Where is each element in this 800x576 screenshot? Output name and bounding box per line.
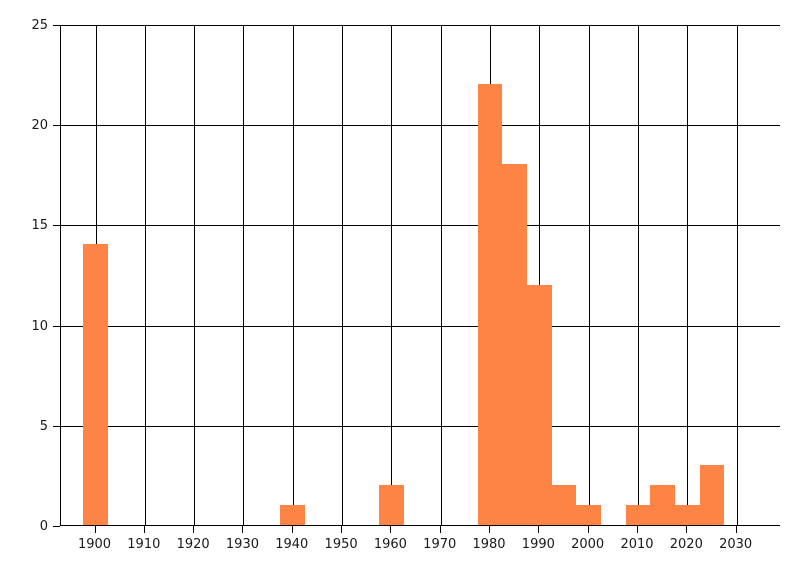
- x-tick-mark: [636, 526, 638, 533]
- x-tick-label: 2030: [719, 537, 753, 552]
- x-tick-mark: [439, 526, 441, 533]
- y-tick-mark: [53, 125, 60, 127]
- y-tick-label: 0: [39, 519, 48, 534]
- gridline-vertical: [194, 25, 196, 525]
- x-tick-label: 1960: [373, 537, 407, 552]
- x-tick-mark: [193, 526, 195, 533]
- y-tick-label: 5: [39, 418, 48, 434]
- y-tick-mark: [53, 25, 60, 26]
- bar[interactable]: [280, 504, 306, 525]
- bar[interactable]: [674, 504, 700, 525]
- y-tick-mark: [53, 526, 60, 527]
- x-tick-label: 1980: [472, 537, 506, 552]
- bar[interactable]: [477, 84, 503, 525]
- gridline-vertical: [539, 25, 541, 525]
- gridline-vertical: [243, 25, 245, 525]
- bar[interactable]: [650, 484, 675, 525]
- bar[interactable]: [527, 284, 552, 525]
- gridline-vertical: [292, 25, 294, 525]
- y-tick-label: 10: [31, 318, 48, 334]
- y-tick-label: 20: [31, 118, 48, 134]
- x-tick-label: 1990: [521, 537, 555, 552]
- y-tick-mark: [53, 225, 60, 227]
- x-tick-mark: [94, 526, 96, 533]
- x-tick-label: 1970: [423, 537, 457, 552]
- bar[interactable]: [379, 484, 404, 525]
- gridline-vertical: [687, 25, 689, 525]
- x-tick-mark: [587, 526, 589, 533]
- gridline-vertical: [342, 25, 344, 525]
- gridline-vertical: [144, 25, 146, 525]
- gridline-vertical: [391, 25, 393, 525]
- bar[interactable]: [699, 464, 725, 525]
- gridline-vertical: [736, 25, 738, 525]
- x-tick-mark: [143, 526, 145, 533]
- gridline-horizontal: [61, 325, 780, 327]
- x-tick-label: 1950: [324, 537, 358, 552]
- bar[interactable]: [576, 504, 601, 525]
- y-tick-mark: [53, 425, 60, 427]
- x-tick-label: 1910: [127, 537, 161, 552]
- y-tick-mark: [53, 325, 60, 327]
- gridline-horizontal: [61, 425, 780, 427]
- gridline-vertical: [588, 25, 590, 525]
- gridline-horizontal: [61, 25, 780, 26]
- x-tick-label: 2000: [571, 537, 605, 552]
- y-tick-label: 25: [31, 18, 48, 33]
- x-tick-label: 1930: [225, 537, 259, 552]
- x-tick-label: 2020: [669, 537, 703, 552]
- x-tick-mark: [735, 526, 737, 533]
- y-tick-label: 15: [31, 218, 48, 234]
- x-tick-mark: [341, 526, 343, 533]
- bar[interactable]: [625, 504, 651, 525]
- x-tick-mark: [489, 526, 491, 533]
- gridline-horizontal: [61, 125, 780, 127]
- x-tick-label: 2010: [620, 537, 654, 552]
- x-tick-mark: [686, 526, 688, 533]
- gridline-vertical: [637, 25, 639, 525]
- bar[interactable]: [83, 244, 108, 525]
- x-tick-mark: [242, 526, 244, 533]
- x-tick-mark: [390, 526, 392, 533]
- x-tick-label: 1940: [275, 537, 309, 552]
- x-tick-label: 1900: [77, 537, 112, 552]
- x-tick-label: 1920: [176, 537, 210, 552]
- bar[interactable]: [502, 164, 528, 525]
- gridline-vertical: [440, 25, 442, 525]
- bar[interactable]: [551, 484, 577, 525]
- x-tick-mark: [538, 526, 540, 533]
- plot-area: [60, 25, 780, 526]
- x-tick-mark: [291, 526, 293, 533]
- gridline-horizontal: [61, 225, 780, 227]
